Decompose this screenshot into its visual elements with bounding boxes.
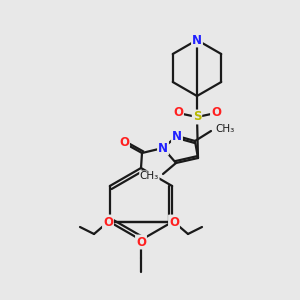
Text: O: O bbox=[103, 215, 113, 229]
Text: O: O bbox=[169, 215, 179, 229]
Text: O: O bbox=[211, 106, 221, 119]
Text: CH₃: CH₃ bbox=[215, 124, 234, 134]
Text: N: N bbox=[172, 130, 182, 142]
Text: S: S bbox=[193, 110, 201, 124]
Text: O: O bbox=[136, 236, 146, 248]
Text: CH₃: CH₃ bbox=[140, 171, 159, 181]
Text: O: O bbox=[173, 106, 183, 119]
Text: N: N bbox=[192, 34, 202, 46]
Text: O: O bbox=[119, 136, 129, 149]
Text: N: N bbox=[158, 142, 168, 154]
